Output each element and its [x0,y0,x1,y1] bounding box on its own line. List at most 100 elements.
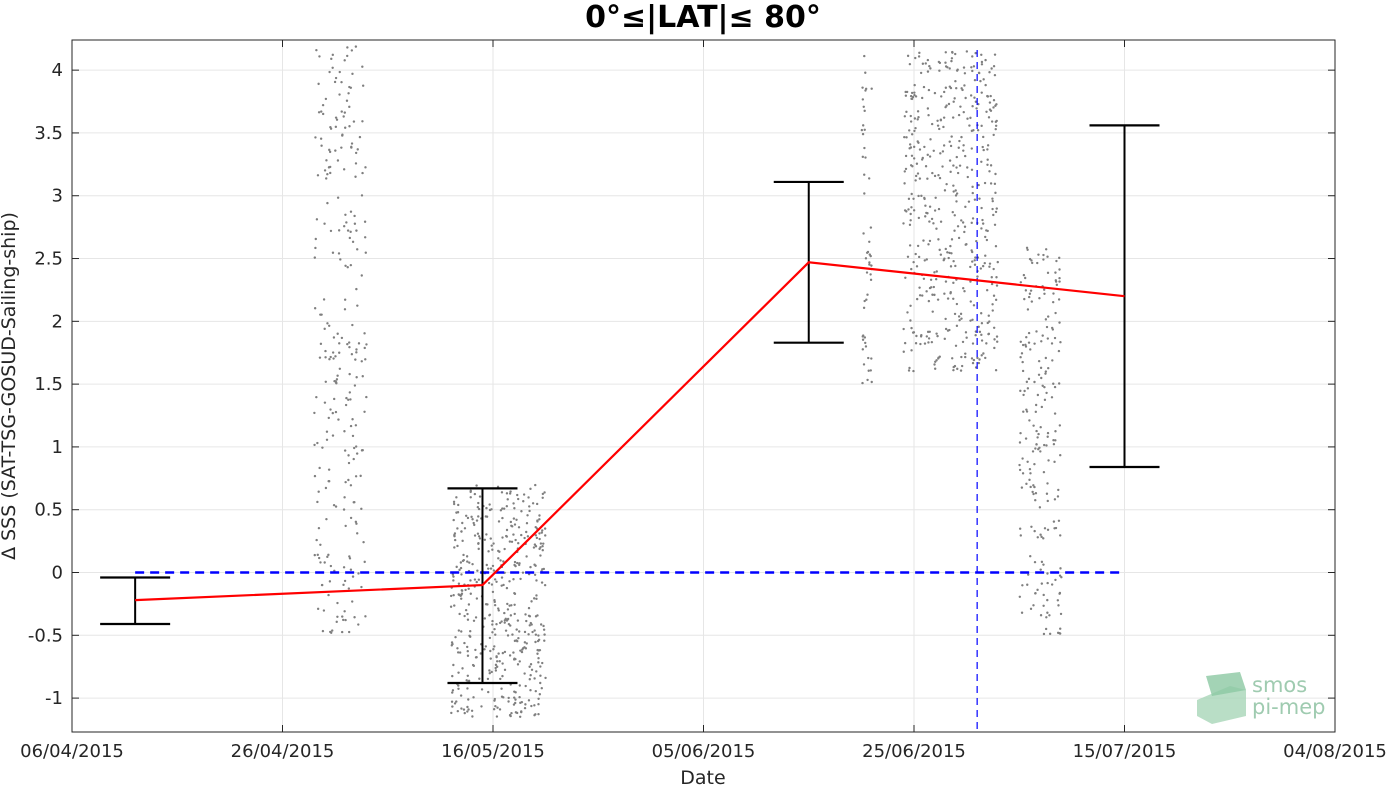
scatter-point [1021,584,1024,587]
scatter-point [1058,268,1061,271]
scatter-point [1034,447,1037,450]
scatter-point [335,118,339,121]
scatter-point [950,135,953,138]
scatter-point [861,338,865,341]
scatter-point [954,264,957,268]
scatter-point [335,378,339,381]
scatter-point [525,642,528,645]
scatter-point [513,603,516,606]
scatter-point [994,210,998,214]
scatter-point [928,220,931,223]
scatter-point [539,674,542,677]
scatter-point [457,629,461,632]
scatter-point [1042,537,1045,540]
scatter-point [517,636,520,640]
scatter-point [344,524,347,528]
scatter-point [928,155,932,158]
scatter-point [349,230,352,234]
scatter-point [1042,253,1045,257]
scatter-point [538,518,541,521]
scatter-point [466,687,469,690]
scatter-point [458,568,461,572]
mean-line [135,261,1125,602]
scatter-point [1033,380,1036,384]
scatter-point [1021,343,1025,347]
scatter-point [944,327,948,331]
scatter-point [989,164,993,167]
scatter-point [523,706,527,710]
scatter-point [861,348,864,351]
scatter-point [313,307,317,310]
scatter-point [944,61,947,64]
scatter-point [349,86,353,89]
scatter-point [944,51,947,54]
scatter-point [960,355,963,359]
scatter-point [506,634,510,637]
scatter-point [974,330,978,333]
scatter-point [1026,387,1030,390]
scatter-point [990,120,994,123]
scatter-point [499,509,503,512]
scatter-point [868,240,871,244]
scatter-point [962,144,965,147]
scatter-point [1057,349,1061,353]
scatter-point [460,597,463,600]
scatter-point [1025,336,1028,339]
scatter-point [496,706,499,709]
scatter-point [970,66,973,69]
scatter-point [315,395,318,399]
scatter-point [1042,288,1046,291]
scatter-point [1037,253,1040,256]
scatter-point [943,189,947,192]
scatter-point [1059,454,1062,457]
scatter-point [513,560,517,564]
scatter-point [939,253,943,256]
scatter-point [464,608,468,612]
scatter-point [533,543,537,546]
scatter-point [994,298,998,302]
scatter-point [469,630,472,633]
scatter-point [521,648,524,651]
scatter-point [1051,300,1055,304]
scatter-point [1036,588,1039,592]
scatter-point [357,572,360,575]
scatter-point [363,346,366,350]
scatter-point [1023,389,1026,393]
scatter-point [343,298,347,301]
scatter-point [513,612,516,616]
scatter-point [936,124,940,127]
scatter-point [1026,308,1030,311]
scatter-point [504,629,508,632]
scatter-point [517,542,520,545]
scatter-point [340,146,343,149]
scatter-point [348,372,351,376]
scatter-point [977,183,980,187]
scatter-point [326,322,329,325]
scatter-point [922,85,926,89]
scatter-point [451,573,455,576]
scatter-point [1021,472,1025,475]
scatter-point [1024,437,1028,440]
scatter-point [1052,382,1055,385]
scatter-point [330,631,333,634]
scatter-point [925,258,928,261]
scatter-point [347,630,351,634]
scatter-point [530,668,534,672]
scatter-point [1059,340,1062,344]
scatter-point [991,199,994,203]
scatter-point [992,99,996,102]
scatter-point [514,564,517,568]
scatter-point [861,98,865,101]
scatter-point [503,621,506,624]
scatter-point [497,520,501,523]
scatter-point [453,538,457,542]
scatter-point [542,567,546,571]
scatter-point [321,103,325,107]
scatter-point [485,533,488,536]
scatter-point [360,360,363,363]
scatter-point [322,609,326,612]
scatter-point [342,225,346,228]
scatter-point [980,160,983,163]
scatter-point [360,274,363,277]
